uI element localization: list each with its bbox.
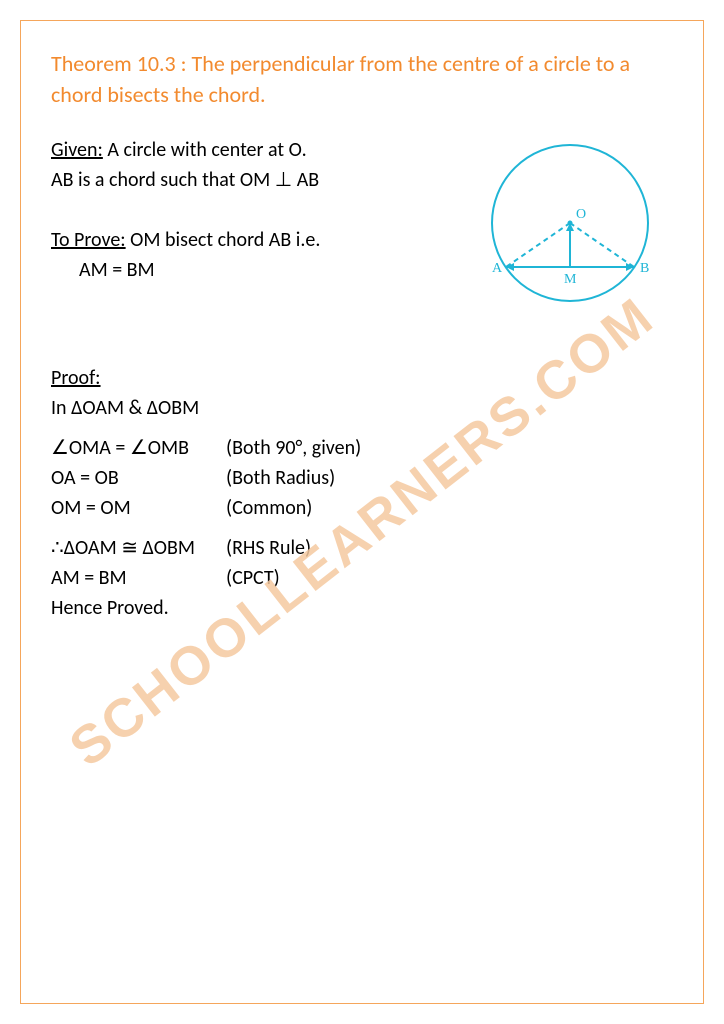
proof-step-1-right: (Both 90°, given) [226,433,361,463]
proof-step-3: OM = OM (Common) [51,493,673,523]
proof-step-1: ∠OMA = ∠OMB (Both 90°, given) [51,433,673,463]
diagram-label-a: A [492,261,503,276]
proof-step-3-right: (Common) [226,493,312,523]
given-toprove-row: Given: A circle with center at O. AB is … [51,135,673,325]
diagram-oa [506,223,570,267]
proof-label: Proof: [51,366,101,390]
toprove-line2: AM = BM [51,258,155,282]
given-toprove-text: Given: A circle with center at O. AB is … [51,135,448,285]
spacer2 [51,523,673,533]
proof-step-2-right: (Both Radius) [226,463,335,493]
proof-conc-2: AM = BM (CPCT) [51,563,673,593]
diagram-ob [570,223,634,267]
diagram-label-m: M [564,272,577,287]
proof-conc-1-left: ∴ΔOAM ≅ ΔOBM [51,533,226,563]
diagram-label-b: B [640,261,649,276]
proof-conc-2-right: (CPCT) [226,563,280,593]
spacer1 [51,423,673,433]
theorem-title: Theorem 10.3 : The perpendicular from th… [51,49,673,111]
proof-step-2: OA = OB (Both Radius) [51,463,673,493]
page-border: Theorem 10.3 : The perpendicular from th… [20,20,704,1004]
proof-conc-1-right: (RHS Rule) [226,533,311,563]
proof-step-3-left: OM = OM [51,493,226,523]
toprove-block: To Prove: OM bisect chord AB i.e. AM = B… [51,225,448,285]
given-line2: AB is a chord such that OM ⊥ AB [51,168,319,192]
given-line1-text: A circle with center at O. [107,138,306,162]
proof-conc-2-left: AM = BM [51,563,226,593]
proof-step-1-left: ∠OMA = ∠OMB [51,433,226,463]
given-label: Given: [51,138,103,162]
diagram-label-o: O [576,207,586,222]
proof-intro: In ΔOAM & ΔOBM [51,393,673,423]
proof-step-2-left: OA = OB [51,463,226,493]
proof-block: Proof: In ΔOAM & ΔOBM ∠OMA = ∠OMB (Both … [51,333,673,623]
proof-final: Hence Proved. [51,593,673,623]
toprove-line1: OM bisect chord AB i.e. [130,228,320,252]
toprove-label: To Prove: [51,228,126,252]
given-block: Given: A circle with center at O. AB is … [51,135,448,195]
circle-diagram: O A B M [468,135,673,325]
proof-conc-1: ∴ΔOAM ≅ ΔOBM (RHS Rule) [51,533,673,563]
